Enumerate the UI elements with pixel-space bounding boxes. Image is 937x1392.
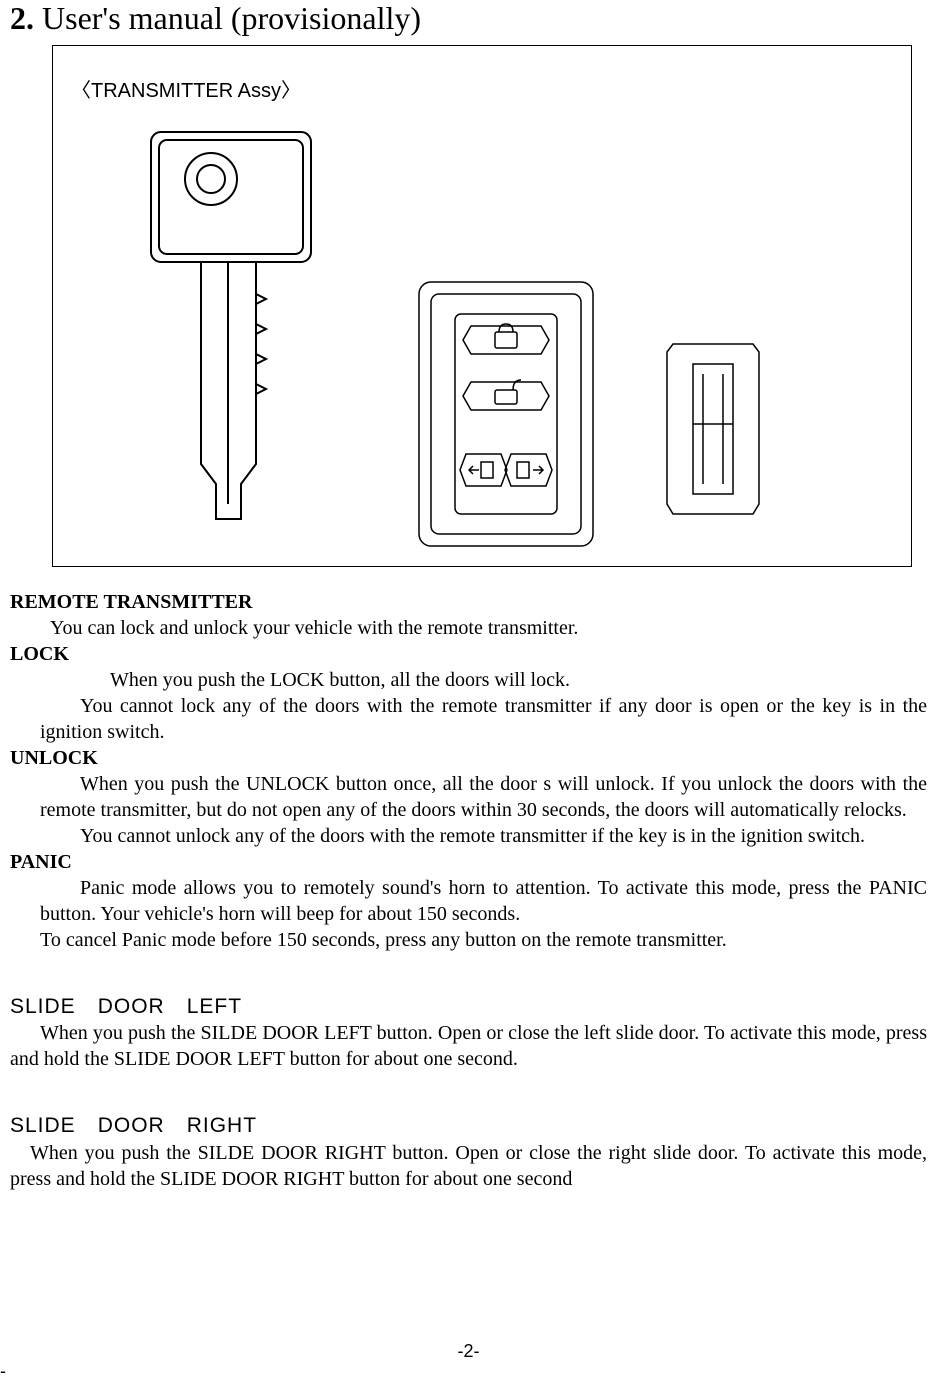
slide-left-head: SLIDE DOOR LEFT <box>10 993 927 1020</box>
panic-p1: Panic mode allows you to remotely sound'… <box>10 875 927 927</box>
title-text: User's manual (provisionally) <box>34 0 421 36</box>
body-text: REMOTE TRANSMITTER You can lock and unlo… <box>10 589 927 1192</box>
unlock-head: UNLOCK <box>10 745 927 771</box>
key-drawing <box>141 124 371 544</box>
unlock-p1: When you push the UNLOCK button once, al… <box>10 771 927 823</box>
remote-head: REMOTE TRANSMITTER <box>10 589 927 615</box>
diagram-container: 〈TRANSMITTER Assy〉 <box>52 45 912 567</box>
remote-body: You can lock and unlock your vehicle wit… <box>50 615 927 641</box>
remote-side-drawing <box>653 334 773 534</box>
lock-p1: When you push the LOCK button, all the d… <box>40 667 927 693</box>
lock-head: LOCK <box>10 641 927 667</box>
corner-dash: - <box>0 1361 6 1382</box>
diagram-label: 〈TRANSMITTER Assy〉 <box>71 74 301 103</box>
slide-right-p1: When you push the SILDE DOOR RIGHT butto… <box>10 1140 927 1192</box>
lock-p2: You cannot lock any of the doors with th… <box>10 693 927 745</box>
panic-p2: To cancel Panic mode before 150 seconds,… <box>10 927 927 953</box>
page-title: 2. User's manual (provisionally) <box>10 0 927 37</box>
title-number: 2. <box>10 0 34 36</box>
page-number: -2- <box>0 1341 937 1362</box>
slide-right-head: SLIDE DOOR RIGHT <box>10 1112 927 1139</box>
unlock-p2: You cannot unlock any of the doors with … <box>10 823 927 849</box>
slide-left-p1: When you push the SILDE DOOR LEFT button… <box>10 1020 927 1072</box>
remote-front-drawing <box>411 274 601 554</box>
panic-head: PANIC <box>10 849 927 875</box>
